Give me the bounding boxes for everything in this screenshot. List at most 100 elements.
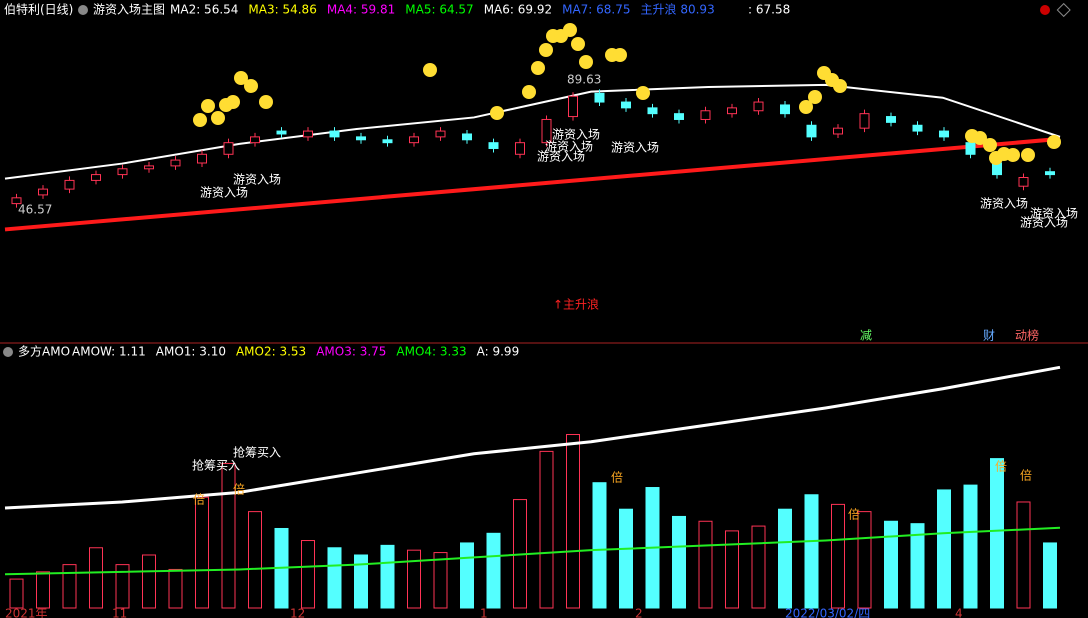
candle-body [197,153,207,164]
smiley [579,55,593,69]
candle-body [356,136,366,141]
annotation: 抢筹买入 [233,445,281,460]
smiley [563,23,577,37]
volume-bar [195,496,209,609]
volume-bar [89,547,103,609]
candle-body [329,130,340,138]
annotation: 倍 [233,482,245,497]
smiley [259,95,273,109]
candle-body [594,92,605,103]
volume-bar [433,552,448,609]
volume-bar [1016,501,1031,609]
candle-body [806,124,817,138]
volume-bar [751,525,766,609]
candle-body [117,168,128,176]
smiley [1021,148,1035,162]
candle-body [939,130,949,138]
candle-body [91,174,101,181]
candle-body [250,136,260,144]
volume-bar [301,540,315,609]
annotation: 游资入场 [545,140,593,154]
close-icon[interactable] [1040,5,1050,15]
volume-bar [9,578,24,609]
annotation: 倍 [848,507,860,522]
candle-body [859,113,870,129]
smiley [983,138,997,152]
smiley [201,99,215,113]
volume-bar [486,532,501,609]
candle-body [621,101,631,109]
smiley [636,86,650,100]
volume-bar [857,511,872,609]
volume-bar [460,542,474,609]
annotation: 倍 [1020,468,1032,483]
smiley [833,79,847,93]
legend-entry: MA5: 64.57 [405,3,473,17]
menu-icon[interactable] [3,347,13,357]
volume-bar [698,520,713,609]
legend-entry: MA2: 56.54 [170,3,238,17]
volume-bar [142,554,156,609]
candle-body [515,142,525,155]
volume-bar [354,554,368,609]
indicator-name: 游资入场主图 [93,3,165,17]
annotation: 倍 [995,459,1007,474]
wave-label: ↑主升浪 [553,297,599,312]
legend-entry: 主升浪 80.93 [641,2,715,17]
volume-bar [963,484,978,609]
smiley [539,43,553,57]
candle-body [38,188,48,196]
smiley [244,79,258,93]
candle-body [833,127,843,135]
volume-bar [990,458,1004,609]
legend-entry: MA4: 59.81 [327,3,395,17]
volume-bar [831,503,845,609]
candle-body [568,95,578,118]
annotation: 游资入场 [611,141,659,155]
candle-body [144,165,154,170]
a-line [4,365,1061,510]
signal: 动榜 [1015,328,1039,343]
candle-body [886,116,896,123]
volume-bar [566,434,580,609]
smiley [799,100,813,114]
menu-icon[interactable] [78,5,88,15]
option-icon[interactable] [1056,2,1071,18]
smiley [613,48,627,62]
annotation: 倍 [193,492,205,507]
signal: 财 [983,329,995,343]
annotation: 抢筹买入 [192,458,240,473]
candle-body [462,133,472,141]
volume-bar [221,462,236,609]
smiley [808,90,822,104]
legend-entry: AMO1: 3.10 [156,345,226,359]
volume-bar [910,523,925,609]
annotation: 游资入场 [1030,207,1078,221]
x-label: 2 [635,607,643,618]
volume-bar [380,544,395,609]
smiley [226,95,240,109]
smiley [193,113,207,127]
legend-entry: A: 9.99 [477,345,520,359]
candle-body [435,130,446,138]
stock-name: 伯特利(日线) [4,2,73,17]
volume-bar [36,571,50,609]
signal: 减 [860,329,872,343]
annotation: 游资入场 [537,150,585,164]
candle-body [780,104,790,115]
volume-bar [672,515,686,609]
candle-body [912,124,923,132]
volume-bar [539,450,554,609]
annotation: 游资入场 [200,186,248,200]
volume-bar [62,564,77,609]
candle-body [700,110,711,120]
legend-entry: MA6: 69.92 [484,3,552,17]
smiley [490,106,504,120]
candle-body [11,197,22,205]
candle-body [223,142,234,155]
volume-bar [1043,542,1057,609]
smiley [423,63,437,77]
